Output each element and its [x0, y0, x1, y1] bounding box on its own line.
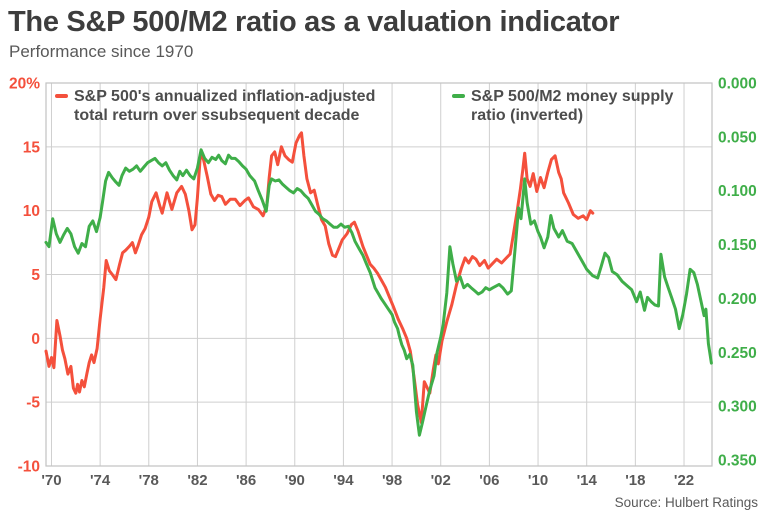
x-axis-tick-label: '86 [236, 472, 256, 489]
sp500-return-line [44, 131, 595, 425]
right-axis-tick-label: 0.050 [718, 129, 757, 146]
right-axis-labels: 0.000 0.050 0.100 0.150 0.200 0.250 0.300 0.350 [718, 76, 757, 470]
x-axis-tick-label: '10 [528, 472, 548, 489]
x-axis-tick-label: '14 [577, 472, 598, 489]
right-axis-tick-label: 0.300 [718, 399, 757, 416]
x-axis-tick-label: '06 [479, 472, 499, 489]
right-axis-tick-label: 0.100 [718, 183, 757, 200]
x-axis-tick-label: '90 [285, 472, 305, 489]
x-axis-tick-label: '02 [431, 472, 451, 489]
left-axis-tick-label: 10 [23, 203, 40, 220]
x-axis-tick-label: '74 [90, 472, 111, 489]
x-axis-tick-label: '22 [674, 472, 694, 489]
source-attribution: Source: Hulbert Ratings [614, 495, 758, 510]
x-axis-tick-label: '82 [187, 472, 207, 489]
plot-frame [45, 82, 713, 467]
right-axis-tick-label: 0.250 [718, 345, 757, 362]
sp500-m2-ratio-line [44, 148, 713, 437]
right-axis-tick-label: 0.150 [718, 237, 757, 254]
right-axis-tick-label: 0.200 [718, 291, 757, 308]
x-axis-tick-label: '98 [382, 472, 402, 489]
gridlines [46, 82, 712, 467]
left-axis-tick-label: -5 [26, 395, 40, 412]
left-axis-tick-label: 5 [31, 267, 40, 284]
left-axis-tick-label: 0 [31, 331, 40, 348]
x-axis-tick-label: '70 [41, 472, 61, 489]
left-axis-tick-label: -10 [18, 459, 40, 476]
right-axis-tick-label: 0.000 [718, 76, 757, 93]
chart-subtitle: Performance since 1970 [9, 42, 194, 61]
left-axis-labels: 20% 15 10 5 0 -5 -10 [9, 76, 40, 476]
x-axis-tick-label: '78 [139, 472, 159, 489]
left-axis-tick-label: 20% [9, 76, 40, 93]
x-axis-tick-label: '94 [333, 472, 354, 489]
page-title: The S&P 500/M2 ratio as a valuation indi… [8, 6, 620, 38]
right-axis-tick-label: 0.350 [718, 453, 757, 470]
left-axis-tick-label: 15 [23, 139, 41, 156]
x-axis-tick-label: '18 [625, 472, 645, 489]
x-axis-labels: '70 '74 '78 '82 '86 '90 '94 '98 '02 '06 '10 '14 '18 '… [41, 472, 694, 489]
